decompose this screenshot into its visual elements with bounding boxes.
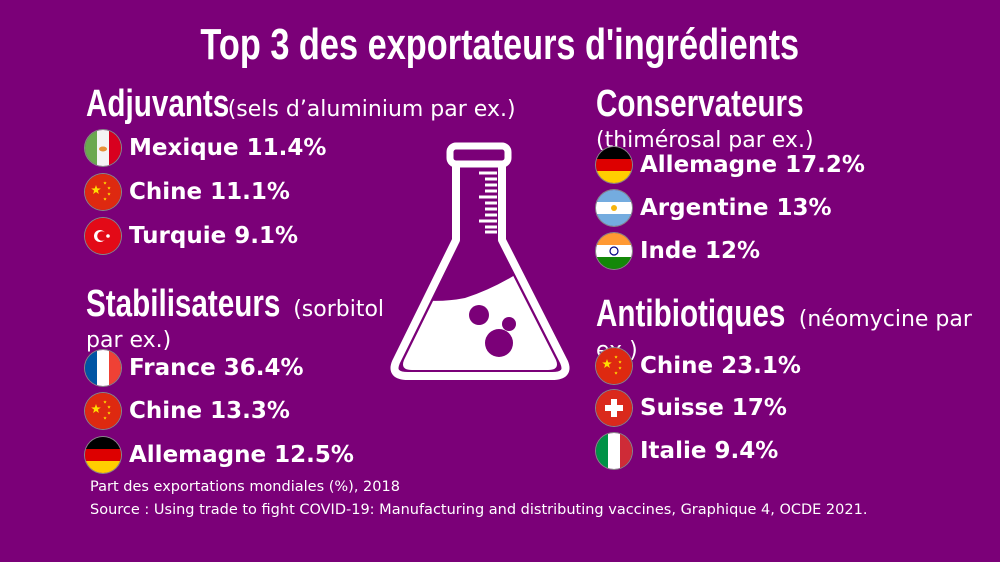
china-flag-icon: [596, 348, 632, 384]
argentina-flag-icon: [596, 190, 632, 226]
list-item: Chine 13.3%: [85, 391, 354, 431]
china-flag-icon: [85, 174, 121, 210]
group-heading-stabilisateurs: Stabilisateurs (sorbitol par ex.): [86, 283, 385, 353]
group-heading-adjuvants: Adjuvants (sels d’aluminium par ex.): [86, 83, 516, 125]
group-list-antibiotiques: Chine 23.1% Suisse 17% Italie 9.4%: [596, 346, 801, 471]
india-flag-icon: [596, 233, 632, 269]
group-list-stabilisateurs: France 36.4% Chine 13.3% Allemagne 12.5%: [85, 348, 354, 475]
france-flag-icon: [85, 350, 121, 386]
turkey-flag-icon: [85, 218, 121, 254]
italy-flag-icon: [596, 433, 632, 469]
erlenmeyer-flask-icon: [390, 142, 570, 380]
switzerland-flag-icon: [596, 390, 632, 426]
list-item: Allemagne 12.5%: [85, 435, 354, 475]
list-item: France 36.4%: [85, 348, 354, 388]
list-item: Italie 9.4%: [596, 431, 801, 471]
list-item: Argentine 13%: [596, 188, 865, 228]
page-title: Top 3 des exportateurs d'ingrédients: [200, 20, 800, 69]
germany-flag-icon: [85, 437, 121, 473]
footer-note: Part des exportations mondiales (%), 201…: [90, 479, 400, 495]
list-item: Suisse 17%: [596, 388, 801, 428]
china-flag-icon: [85, 393, 121, 429]
list-item: Chine 11.1%: [85, 172, 326, 212]
mexico-flag-icon: [85, 130, 121, 166]
list-item: Inde 12%: [596, 231, 865, 271]
list-item: Turquie 9.1%: [85, 216, 326, 256]
list-item: Chine 23.1%: [596, 346, 801, 386]
group-list-conservateurs: Allemagne 17.2% Argentine 13% Inde 12%: [596, 145, 865, 271]
group-heading-conservateurs: Conservateurs (thimérosal par ex.): [596, 83, 814, 153]
germany-flag-icon: [596, 147, 632, 183]
group-heading-antibiotiques: Antibiotiques (néomycine par ex.): [596, 293, 972, 363]
list-item: Allemagne 17.2%: [596, 145, 865, 185]
footer-source: Source : Using trade to fight COVID-19: …: [90, 502, 868, 518]
group-list-adjuvants: Mexique 11.4% Chine 11.1% Turquie 9.1%: [85, 128, 326, 256]
list-item: Mexique 11.4%: [85, 128, 326, 168]
